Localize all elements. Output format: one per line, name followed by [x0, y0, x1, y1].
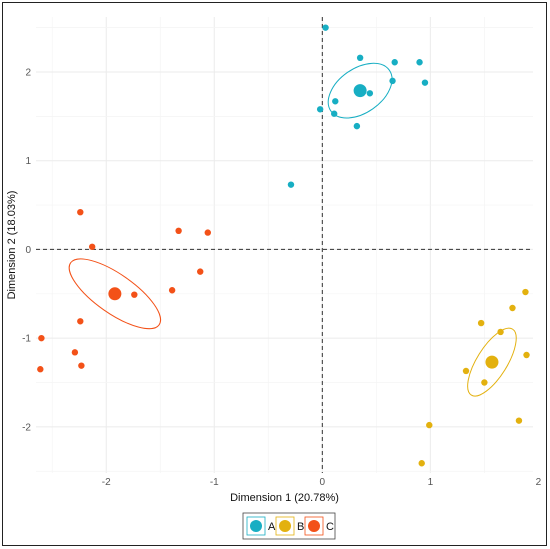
- point-A: [287, 181, 295, 188]
- point-B: [477, 319, 485, 327]
- point-B: [418, 460, 425, 467]
- y-tick-label: 0: [25, 245, 31, 256]
- point-B: [426, 421, 433, 429]
- point-C: [88, 243, 96, 250]
- point-A: [331, 110, 338, 117]
- point-C: [77, 318, 84, 325]
- legend-label-B: B: [297, 521, 304, 533]
- x-tick-label: 0: [320, 477, 326, 488]
- point-C: [204, 229, 211, 236]
- point-C: [77, 208, 84, 216]
- point-B: [481, 379, 488, 386]
- point-C: [197, 268, 204, 275]
- point-B: [462, 367, 470, 375]
- point-A: [421, 79, 429, 86]
- legend-marker-C: [308, 520, 320, 532]
- confidence-ellipses: [68, 62, 517, 397]
- ellipse-A: [327, 62, 393, 119]
- legend-marker-B: [279, 520, 291, 532]
- centroid-C: [108, 287, 122, 301]
- point-C: [168, 287, 176, 294]
- point-C: [38, 334, 45, 342]
- data-points: [37, 24, 530, 467]
- y-tick-label: 2: [25, 68, 31, 79]
- legend: A B C: [242, 512, 336, 540]
- ellipse-B: [467, 327, 517, 397]
- point-A: [366, 90, 374, 97]
- point-B: [515, 417, 523, 424]
- x-axis-label: Dimension 1 (20.78%): [230, 492, 339, 504]
- point-A: [316, 106, 324, 113]
- point-B: [497, 328, 504, 336]
- point-B: [523, 351, 530, 359]
- y-tick-label: -2: [22, 422, 31, 433]
- point-A: [389, 77, 396, 85]
- y-tick-label: -1: [22, 334, 31, 345]
- point-C: [175, 227, 182, 235]
- x-tick-label: 2: [536, 477, 542, 488]
- tick-labels: -2 -1 0 1 2 -2 -1 0 1 2: [22, 68, 542, 488]
- legend-label-C: C: [326, 521, 334, 533]
- point-C: [37, 366, 44, 373]
- scatter-chart: -2 -1 0 1 2 -2 -1 0 1 2 Dimension 1 (20.78%) Dime…: [6, 17, 542, 540]
- x-tick-label: 1: [428, 477, 434, 488]
- point-A: [391, 59, 398, 66]
- point-A: [332, 98, 339, 105]
- centroid-B: [485, 355, 499, 369]
- legend-marker-A: [250, 520, 262, 532]
- point-A: [322, 24, 329, 31]
- grid: [36, 17, 533, 473]
- x-tick-label: -2: [102, 477, 111, 488]
- point-B: [509, 304, 516, 312]
- point-A: [356, 54, 364, 62]
- y-tick-label: 1: [25, 156, 31, 167]
- x-tick-label: -1: [210, 477, 219, 488]
- point-C: [131, 291, 138, 298]
- reference-lines: [36, 17, 533, 473]
- point-C: [78, 362, 85, 369]
- point-C: [71, 349, 79, 356]
- centroid-A: [353, 84, 367, 98]
- point-A: [416, 59, 423, 66]
- point-B: [522, 288, 529, 296]
- point-A: [353, 122, 361, 130]
- legend-label-A: A: [268, 521, 276, 533]
- y-axis-label: Dimension 2 (18.03%): [6, 191, 18, 300]
- ellipse-C: [68, 258, 162, 330]
